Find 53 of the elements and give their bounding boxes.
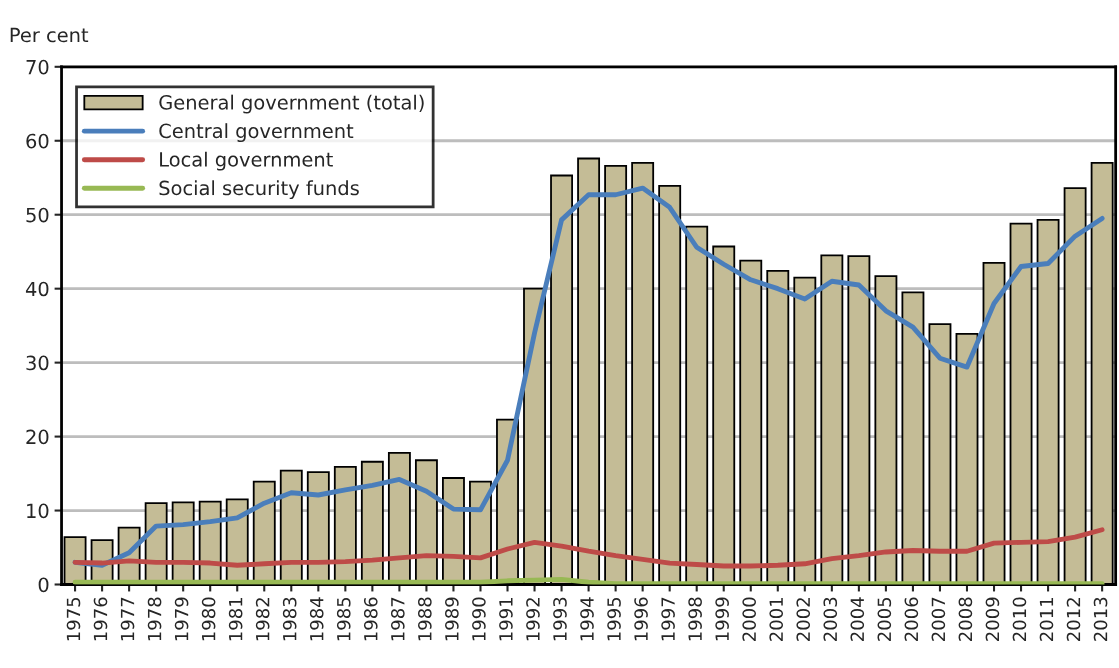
y-tick-label: 70	[26, 59, 49, 75]
x-tick-label: 1977	[120, 597, 135, 641]
x-tick-label: 1992	[526, 598, 540, 641]
x-tick-label: 1975	[66, 597, 81, 641]
x-tick-label: 1994	[580, 597, 594, 641]
x-tick-label: 2000	[742, 597, 756, 641]
legend-label: Central government	[159, 123, 354, 143]
line-series	[72, 527, 1105, 569]
x-tick-label: 1999	[715, 597, 729, 641]
x-tick-label: 2013	[1093, 597, 1108, 641]
x-tick-label: 2003	[823, 597, 838, 641]
legend-label: General government (total)	[159, 94, 424, 114]
x-tick-label: 2010	[1012, 597, 1027, 641]
x-tick-label: 1985	[336, 597, 351, 641]
x-tick-label: 1998	[688, 597, 702, 641]
y-tick-label: 60	[26, 133, 49, 149]
y-tick-label: 10	[27, 503, 49, 519]
y-tick-label: 20	[26, 429, 49, 445]
x-tick-label: 1996	[634, 597, 648, 641]
x-tick-label: 1991	[499, 597, 513, 641]
y-tick-label: 0	[38, 577, 49, 593]
x-tick-label: 1988	[418, 597, 432, 641]
x-tick-label: 2007	[931, 597, 946, 641]
x-tick-label: 1987	[390, 597, 405, 641]
x-tick-label: 2004	[850, 597, 865, 641]
y-tick-label: 30	[26, 355, 49, 371]
x-tick-label: 1993	[553, 597, 567, 641]
x-tick-label: 1980	[201, 597, 216, 641]
legend-label: Social security funds	[159, 180, 359, 200]
y-tick-label: 40	[25, 281, 49, 297]
x-tick-label: 1983	[282, 597, 297, 641]
x-tick-label: 1995	[607, 597, 621, 641]
x-tick-label: 1986	[363, 597, 378, 641]
x-tick-label: 1976	[93, 597, 108, 641]
x-tick-label: 2008	[958, 597, 973, 641]
x-tick-label: 1990	[472, 597, 486, 641]
y-axis-title: Per cent	[10, 27, 89, 43]
x-tick-label: 1981	[228, 597, 243, 641]
x-tick-label: 1978	[147, 597, 162, 641]
x-tick-label: 2001	[769, 597, 784, 641]
x-tick-label: 2002	[796, 598, 811, 641]
x-tick-label: 2009	[985, 597, 1000, 641]
x-tick-label: 2006	[904, 597, 919, 641]
x-tick-label: 2012	[1066, 598, 1081, 641]
y-tick-label: 50	[26, 207, 49, 223]
x-tick-label: 1982	[255, 598, 270, 641]
x-tick-label: 2005	[877, 597, 892, 641]
x-tick-label: 1989	[445, 597, 459, 641]
x-tick-label: 1984	[309, 597, 324, 641]
legend-label: Local government	[160, 151, 333, 171]
x-tick-label: 1997	[661, 597, 675, 641]
x-tick-label: 2011	[1039, 597, 1054, 641]
x-tick-label: 1979	[174, 597, 189, 641]
